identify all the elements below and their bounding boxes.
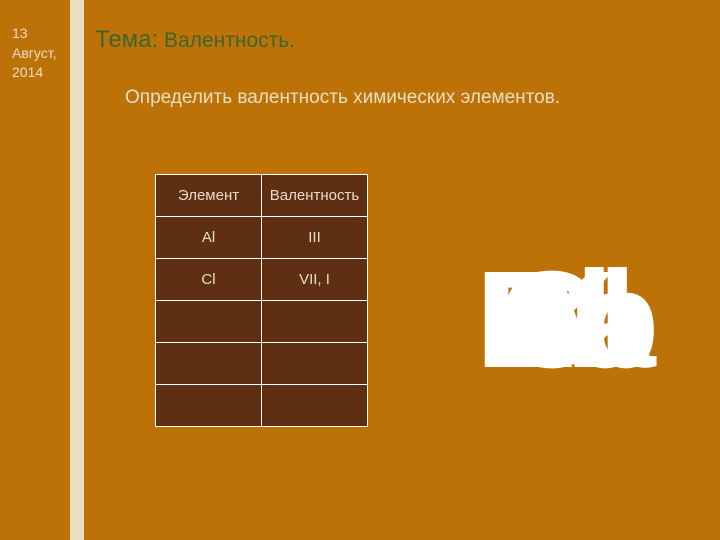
table-header-cell: Валентность <box>262 175 368 217</box>
title-rest: Валентность. <box>164 29 295 52</box>
table-header-cell: Элемент <box>156 175 262 217</box>
date-line-1: 13 Август, <box>12 25 56 61</box>
table-cell <box>262 301 368 343</box>
title-prefix: Тема: <box>95 26 158 53</box>
table-cell <box>156 385 262 427</box>
table-cell: Al <box>156 217 262 259</box>
slide-title: Тема: Валентность. <box>95 26 295 54</box>
table-cell: III <box>262 217 368 259</box>
table-cell <box>156 301 262 343</box>
valence-table: Элемент Валентность Al III Cl VII, I <box>155 174 368 427</box>
slide-subtitle: Определить валентность химических элемен… <box>125 85 670 111</box>
table-cell <box>262 385 368 427</box>
date-stamp: 13 Август, 2014 <box>12 24 68 83</box>
date-line-2: 2014 <box>12 64 43 80</box>
table-cell: Cl <box>156 259 262 301</box>
accent-stripe <box>70 0 84 540</box>
table-cell <box>262 343 368 385</box>
big-element-stack: Al Zn K Rb Ba Cl <box>440 200 695 440</box>
slide: 13 Август, 2014 Тема: Валентность. Опред… <box>0 0 720 540</box>
table-cell <box>156 343 262 385</box>
big-element: Cl <box>499 251 637 389</box>
table-cell: VII, I <box>262 259 368 301</box>
